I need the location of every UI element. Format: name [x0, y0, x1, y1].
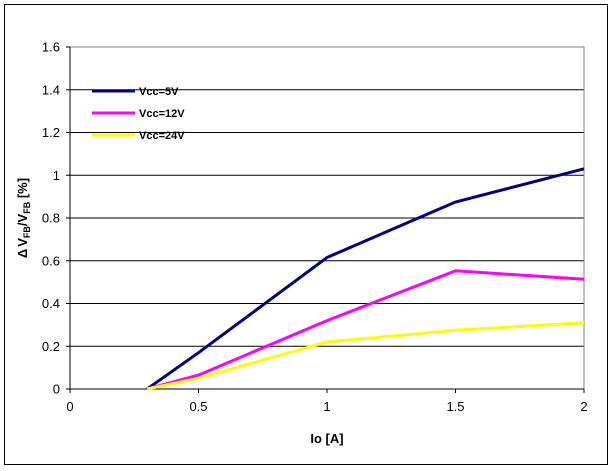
y-tick-label: 0.6	[42, 253, 60, 268]
series-lines	[146, 167, 585, 391]
x-tick-label: 0	[66, 399, 73, 414]
x-tick-labels: 0 0.5 1 1.5 2	[66, 389, 588, 414]
ylabel-slash: /	[15, 222, 30, 226]
series-line	[146, 321, 585, 391]
y-tick-label: 0.4	[42, 296, 60, 311]
ylabel-sub1: FB	[22, 226, 32, 238]
legend: Vcc=5V Vcc=12V Vcc=24V	[92, 86, 185, 142]
legend-label: Vcc=12V	[139, 108, 185, 120]
y-tick-label: 0.8	[42, 211, 60, 226]
y-tick-labels: 0 0.2 0.4 0.6 0.8 1 1.2 1.4 1.6	[42, 40, 70, 397]
ylabel-delta: Δ	[15, 249, 30, 258]
x-tick-label: 1	[323, 399, 330, 414]
y-tick-label: 1.2	[42, 125, 60, 140]
ylabel-unit: [%]	[15, 178, 30, 202]
x-tick-label: 0.5	[189, 399, 207, 414]
ylabel-v2: V	[15, 213, 30, 222]
gridlines	[70, 46, 584, 347]
y-tick-label: 1	[53, 168, 60, 183]
y-tick-label: 0	[53, 382, 60, 397]
legend-label: Vcc=5V	[139, 86, 179, 98]
x-axis-title: Io [A]	[310, 431, 343, 446]
y-tick-label: 0.2	[42, 339, 60, 354]
series-line	[146, 269, 585, 391]
y-tick-label: 1.4	[42, 82, 60, 97]
y-tick-label: 1.6	[42, 40, 60, 55]
x-tick-label: 2	[580, 399, 587, 414]
chart-frame	[4, 4, 608, 465]
legend-label: Vcc=24V	[139, 130, 185, 142]
series-line	[146, 167, 585, 391]
x-tick-label: 1.5	[446, 399, 464, 414]
y-axis-title: ΔVFB/VFB [%]	[15, 178, 32, 258]
ylabel-sub2: FB	[22, 201, 32, 213]
ylabel-v1: V	[15, 238, 30, 247]
